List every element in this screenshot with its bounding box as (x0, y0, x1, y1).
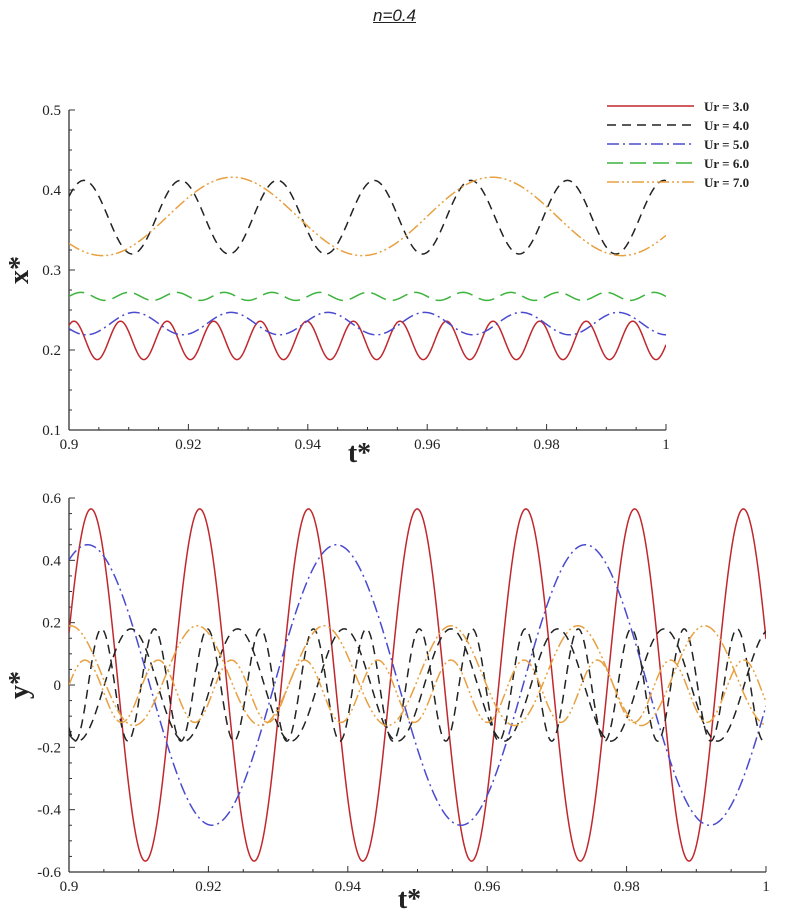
x-y-tick-label: 0.3 (42, 263, 61, 279)
y-x-axis-label: t* (398, 884, 421, 915)
x-series-line-3 (69, 291, 666, 302)
x-y-tick-label: 0.2 (42, 343, 61, 359)
x-series-line-0 (69, 320, 666, 361)
x-y-tick-label: 0.1 (42, 423, 61, 439)
x-x-tick-label: 0.94 (295, 437, 322, 453)
y-x-tick-label: 0.92 (195, 879, 221, 895)
y-series-line-1 (69, 543, 766, 827)
x-x-tick-label: 0.98 (533, 437, 559, 453)
y-x-tick-label: 1 (762, 879, 770, 895)
x-y-tick-label: 0.5 (42, 103, 61, 119)
legend-label-1: Ur = 4.0 (704, 118, 749, 133)
legend-label-4: Ur = 7.0 (704, 175, 749, 190)
x-series-line-2 (69, 311, 666, 336)
y-y-tick-label: -0.2 (37, 740, 61, 756)
y-x-tick-label: 0.96 (474, 879, 501, 895)
legend-label-2: Ur = 5.0 (704, 137, 749, 152)
y-y-tick-label: -0.4 (37, 803, 61, 819)
y-series-line-0 (69, 508, 766, 862)
x-y-axis-label: x* (4, 256, 35, 284)
y-series-line-5 (69, 659, 766, 724)
legend-label-3: Ur = 6.0 (704, 156, 749, 171)
x-x-tick-label: 0.96 (414, 437, 441, 453)
x-x-tick-label: 0.9 (60, 437, 79, 453)
y-y-tick-label: 0 (54, 678, 62, 694)
y-displacement-plot: 0.9 0.92 0.94 0.96 0.98 1 -0.6 -0.4 -0.2 0 0.2 0.4 0… (4, 491, 770, 915)
y-x-tick-label: 0.9 (60, 879, 79, 895)
y-x-tick-label: 0.98 (613, 879, 639, 895)
y-x-tick-label: 0.94 (335, 879, 362, 895)
x-series-line-4 (69, 176, 666, 257)
x-series-line-1 (69, 179, 666, 255)
x-y-tick-label: 0.4 (42, 183, 61, 199)
x-x-tick-label: 1 (662, 437, 670, 453)
y-y-tick-label: -0.6 (37, 865, 61, 881)
y-y-tick-label: 0.6 (42, 491, 61, 507)
y-series-line-4 (69, 625, 766, 727)
page-title: n=0.4 (372, 6, 416, 25)
x-displacement-plot: 0.9 0.92 0.94 0.96 0.98 1 0.1 0.2 0.3 0.4 0.5 t* x* U… (4, 99, 749, 469)
x-x-tick-label: 0.92 (175, 437, 201, 453)
y-y-tick-label: 0.2 (42, 616, 61, 632)
x-x-axis-label: t* (348, 438, 371, 469)
legend: Ur = 3.0 Ur = 4.0 Ur = 5.0 Ur = 6.0 Ur = 7.0 (607, 99, 749, 190)
y-series-line-3 (69, 628, 766, 742)
y-y-axis-label: y* (4, 671, 35, 699)
legend-label-0: Ur = 3.0 (704, 99, 749, 114)
y-y-tick-label: 0.4 (42, 553, 61, 569)
